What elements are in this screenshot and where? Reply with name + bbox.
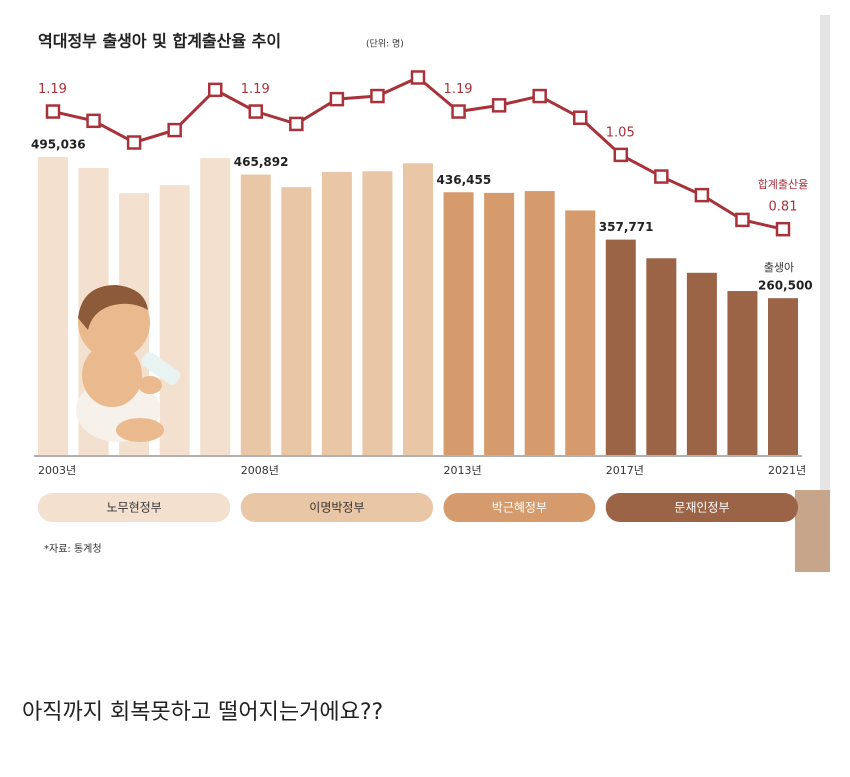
series-name: 합계출산율 xyxy=(758,178,809,191)
rate-marker xyxy=(248,104,264,119)
x-tick-label: 2013년 xyxy=(444,464,482,477)
bar-value-label: 495,036 xyxy=(31,137,86,151)
bar xyxy=(768,298,798,455)
rate-marker xyxy=(410,70,426,85)
rate-value-label: 1.19 xyxy=(241,82,270,97)
period-pill xyxy=(605,493,798,522)
x-tick-label: 2003년 xyxy=(38,464,76,477)
bar xyxy=(403,163,433,455)
rate-marker xyxy=(532,88,547,104)
period-label: 박근혜정부 xyxy=(492,501,547,515)
rate-value-label: 1.19 xyxy=(444,82,473,97)
rate-value-label: 1.19 xyxy=(38,82,67,97)
bar xyxy=(686,272,717,455)
rate-marker xyxy=(329,91,345,107)
rate-marker xyxy=(654,169,669,184)
period-pill xyxy=(38,493,231,522)
bar xyxy=(38,156,68,455)
rate-marker xyxy=(613,147,629,163)
period-label: 노무현정부 xyxy=(107,501,162,515)
chart-title: 역대정부 출생아 및 합계출산율 추이 xyxy=(38,32,281,51)
rate-marker xyxy=(167,122,182,138)
rate-marker xyxy=(491,98,507,113)
rate-marker xyxy=(451,104,466,119)
bar-value-label: 260,500 xyxy=(758,279,813,293)
rate-value-label: 0.81 xyxy=(769,200,798,215)
edge-strip xyxy=(820,15,830,490)
rate-line xyxy=(45,70,791,237)
edge-photo xyxy=(795,490,830,572)
bar xyxy=(727,291,758,455)
bar xyxy=(240,174,271,455)
rate-marker xyxy=(207,82,223,98)
chart-subtitle: (단위: 명) xyxy=(366,39,404,50)
x-tick-label: 2008년 xyxy=(241,464,279,477)
rate-marker xyxy=(86,113,101,129)
rate-marker xyxy=(45,104,61,119)
caption: 아직까지 회복못하고 떨어지는거에요?? xyxy=(22,700,383,725)
series-name: 출생아 xyxy=(764,261,794,274)
bar-value-label: 465,892 xyxy=(234,155,289,169)
bars xyxy=(34,156,802,457)
rate-marker xyxy=(289,116,304,132)
period-pill xyxy=(443,493,596,522)
rate-marker xyxy=(735,212,750,228)
bar-value-label: 357,771 xyxy=(599,220,654,234)
rate-value-label: 1.05 xyxy=(606,125,635,140)
x-tick-label: 2021년 xyxy=(768,464,806,477)
bar xyxy=(524,191,555,455)
bar xyxy=(321,171,352,455)
rate-marker xyxy=(572,110,588,125)
rate-marker xyxy=(694,187,710,203)
bar xyxy=(281,187,312,455)
rate-marker xyxy=(370,88,385,104)
bar xyxy=(646,258,677,455)
bar xyxy=(200,158,231,455)
bar xyxy=(362,171,393,456)
bar xyxy=(565,210,596,455)
rate-marker xyxy=(775,221,791,237)
bar xyxy=(159,185,190,455)
bar xyxy=(443,192,474,455)
bar xyxy=(484,192,515,455)
rate-marker xyxy=(126,135,142,150)
period-label: 문재인정부 xyxy=(674,501,729,515)
baby-illustration xyxy=(76,285,181,442)
bar-value-label: 436,455 xyxy=(437,173,492,187)
period-label: 이명박정부 xyxy=(309,501,364,515)
x-tick-label: 2017년 xyxy=(606,464,644,477)
source: *자료: 통계청 xyxy=(44,543,102,555)
periods: 노무현정부 이명박정부 박근혜정부 문재인정부 xyxy=(38,493,798,522)
bar xyxy=(605,239,636,455)
period-pill xyxy=(240,493,433,522)
